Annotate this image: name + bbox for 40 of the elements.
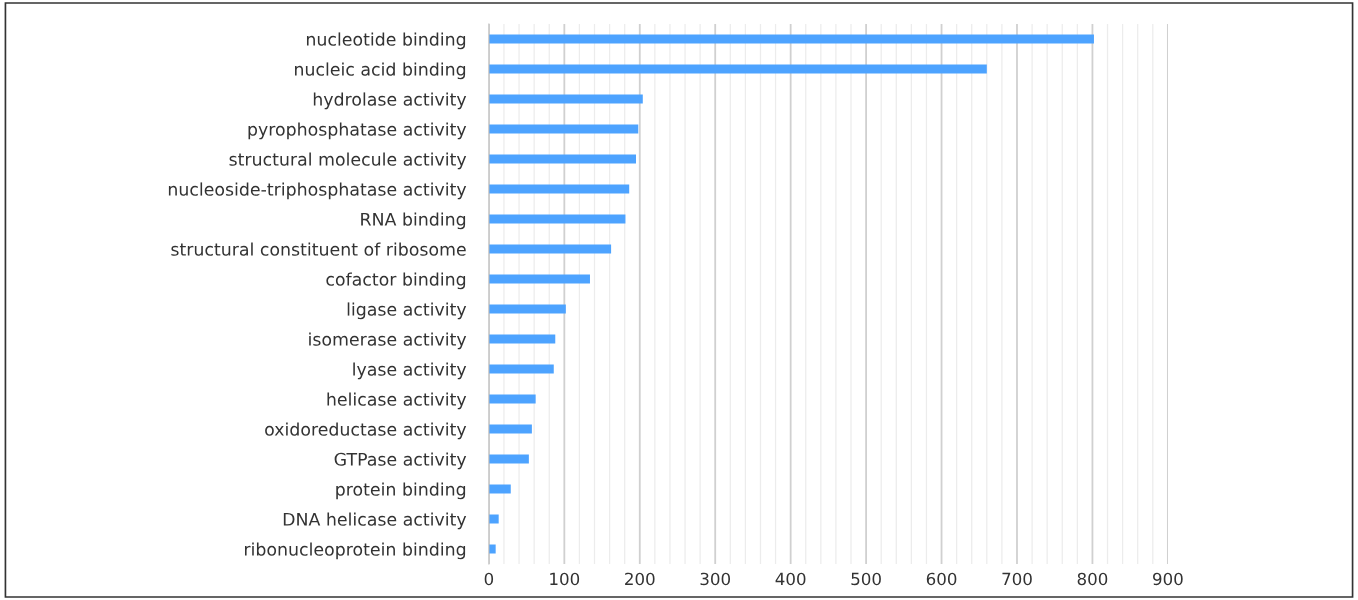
bar	[488, 514, 499, 524]
bar	[488, 124, 639, 134]
y-tick-label: isomerase activity	[309, 332, 467, 350]
x-tick-label: 300	[700, 572, 731, 586]
bar	[488, 454, 529, 464]
y-tick-label: structural molecule activity	[229, 152, 467, 170]
bar	[488, 364, 554, 374]
y-tick-label: GTPase activity	[334, 452, 467, 470]
x-tick-label: 900	[1153, 572, 1183, 586]
x-tick-label: 600	[926, 572, 957, 586]
y-tick-label: cofactor binding	[326, 272, 466, 290]
y-tick-label: hydrolase activity	[313, 92, 467, 110]
y-tick-label: nucleotide binding	[306, 32, 466, 50]
x-tick-label: 800	[1077, 572, 1108, 586]
y-tick-label: RNA binding	[361, 212, 466, 230]
bar	[488, 34, 1094, 44]
y-tick-label: oxidoreductase activity	[265, 422, 467, 440]
x-tick-label: 100	[550, 572, 580, 586]
bar	[488, 244, 612, 254]
x-tick-label: 200	[625, 572, 655, 586]
bar	[488, 334, 556, 344]
y-tick-label: protein binding	[336, 482, 466, 500]
x-tick-label: 0	[484, 572, 494, 586]
y-tick-label: DNA helicase activity	[283, 512, 467, 530]
bar	[488, 304, 566, 314]
bar	[488, 64, 987, 74]
bar	[488, 184, 630, 194]
x-tick-label: 400	[775, 572, 806, 586]
y-tick-label: helicase activity	[327, 392, 467, 410]
y-tick-label: ribonucleoprotein binding	[245, 542, 466, 560]
x-tick-label: 500	[851, 572, 881, 586]
y-tick-label: nucleic acid binding	[295, 62, 466, 80]
bar	[488, 484, 511, 494]
y-tick-label: structural constituent of ribosome	[171, 242, 466, 256]
x-tick-label: 700	[1002, 572, 1032, 586]
y-tick-label: nucleoside-triphosphatase activity	[168, 182, 467, 200]
bar	[488, 154, 636, 164]
y-tick-label: ligase activity	[347, 302, 467, 320]
y-tick-label: pyrophosphatase activity	[248, 122, 467, 140]
y-tick-label: lyase activity	[353, 362, 467, 380]
